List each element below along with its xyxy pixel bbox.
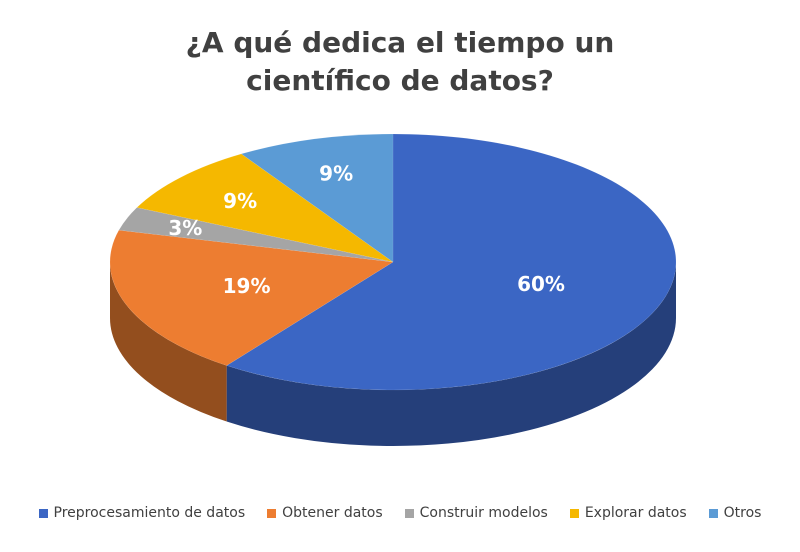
- pie-slice-2: [118, 207, 394, 263]
- legend-swatch-0: [38, 508, 48, 518]
- legend-swatch-3: [569, 508, 579, 518]
- legend-label-2: Construir modelos: [419, 505, 548, 521]
- pie-wall-0: [226, 262, 676, 446]
- pie-slice-4: [240, 133, 394, 263]
- legend-label-4: Otros: [723, 505, 762, 521]
- pie-label-0: 60%: [517, 272, 565, 296]
- chart-title: ¿A qué dedica el tiempo un científico de…: [150, 24, 650, 100]
- pie-label-1: 19%: [223, 274, 271, 298]
- pie-chart: 60% 19% 3% 9% 9%: [109, 133, 677, 446]
- pie-slice-0: [226, 133, 677, 391]
- legend-item-3: Explorar datos: [569, 505, 687, 521]
- pie-label-4: 9%: [319, 161, 353, 185]
- chart-title-line-2: científico de datos?: [246, 64, 554, 97]
- chart-legend: Preprocesamiento de datos Obtener datos Co…: [0, 505, 800, 521]
- pie-label-2: 3%: [168, 216, 202, 240]
- pie-top-faces: [109, 133, 677, 391]
- pie-data-labels: 60% 19% 3% 9% 9%: [168, 161, 565, 297]
- legend-item-1: Obtener datos: [267, 505, 383, 521]
- legend-swatch-1: [267, 508, 277, 518]
- legend-item-0: Preprocesamiento de datos: [38, 505, 246, 521]
- pie-label-3: 9%: [223, 189, 257, 213]
- pie-wall-1: [110, 262, 227, 422]
- pie-slice-3: [136, 153, 394, 263]
- legend-item-2: Construir modelos: [404, 505, 548, 521]
- legend-swatch-2: [404, 508, 414, 518]
- legend-label-3: Explorar datos: [584, 505, 687, 521]
- legend-swatch-4: [708, 508, 718, 518]
- pie-side-walls: [110, 262, 676, 446]
- legend-item-4: Otros: [708, 505, 762, 521]
- pie-slice-1: [109, 229, 394, 366]
- chart-title-line-1: ¿A qué dedica el tiempo un: [185, 26, 615, 59]
- legend-label-1: Obtener datos: [282, 505, 383, 521]
- legend-label-0: Preprocesamiento de datos: [53, 505, 246, 521]
